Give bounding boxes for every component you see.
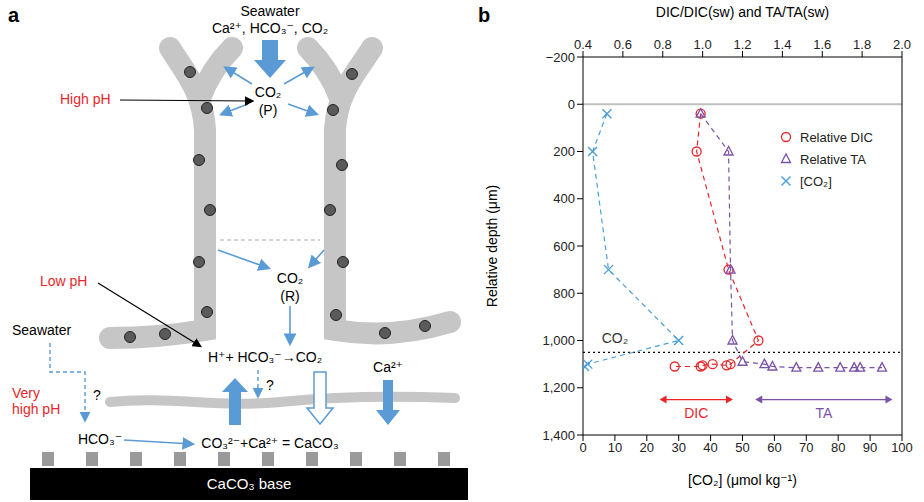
svg-text:Seawater: Seawater <box>12 322 71 338</box>
svg-text:1,400: 1,400 <box>542 428 575 443</box>
svg-text:Ca²⁺, HCO₃⁻, CO₂: Ca²⁺, HCO₃⁻, CO₂ <box>212 20 328 36</box>
svg-text:60: 60 <box>767 440 781 455</box>
svg-text:DIC: DIC <box>684 405 708 421</box>
svg-text:50: 50 <box>735 440 749 455</box>
svg-text:0: 0 <box>579 440 586 455</box>
svg-text:10: 10 <box>608 440 622 455</box>
svg-text:−200: −200 <box>546 50 575 65</box>
html-text:Relative TA: Relative TA <box>800 151 866 167</box>
svg-text:1.2: 1.2 <box>733 37 751 52</box>
svg-text:1.4: 1.4 <box>773 37 791 52</box>
svg-text:a: a <box>8 4 20 26</box>
svg-text:0.8: 0.8 <box>654 37 672 52</box>
svg-text:800: 800 <box>553 286 575 301</box>
svg-text:high pH: high pH <box>12 401 60 417</box>
svg-text:Relative depth (μm): Relative depth (μm) <box>484 185 500 307</box>
svg-text:H⁺+ HCO₃⁻→CO₂: H⁺+ HCO₃⁻→CO₂ <box>208 349 322 365</box>
svg-text:?: ? <box>93 387 101 403</box>
svg-text:CO₃²⁻+Ca²⁺ = CaCO₃: CO₃²⁻+Ca²⁺ = CaCO₃ <box>201 435 338 451</box>
svg-text:1,200: 1,200 <box>542 380 575 395</box>
svg-text:[CO₂] (μmol kg⁻¹): [CO₂] (μmol kg⁻¹) <box>688 472 797 488</box>
svg-text:CaCO₃ base: CaCO₃ base <box>207 475 291 492</box>
svg-text:400: 400 <box>553 191 575 206</box>
svg-text:40: 40 <box>703 440 717 455</box>
svg-text:20: 20 <box>640 440 654 455</box>
svg-text:?: ? <box>266 377 274 393</box>
svg-text:2.0: 2.0 <box>893 37 911 52</box>
svg-text:HCO₃⁻: HCO₃⁻ <box>78 431 122 447</box>
svg-text:(P): (P) <box>259 102 278 118</box>
svg-text:0.6: 0.6 <box>614 37 632 52</box>
svg-text:Very: Very <box>12 385 40 401</box>
svg-text:CO₂: CO₂ <box>255 84 281 100</box>
svg-text:100: 100 <box>891 440 913 455</box>
svg-text:1.6: 1.6 <box>813 37 831 52</box>
svg-text:1,000: 1,000 <box>542 333 575 348</box>
html-text:Relative DIC: Relative DIC <box>800 129 873 145</box>
svg-text:0.4: 0.4 <box>574 37 592 52</box>
svg-text:70: 70 <box>799 440 813 455</box>
svg-text:Ca²⁺: Ca²⁺ <box>373 359 403 375</box>
svg-text:90: 90 <box>863 440 877 455</box>
svg-text:CO₂: CO₂ <box>602 330 628 346</box>
svg-text:1.0: 1.0 <box>694 37 712 52</box>
svg-text:1.8: 1.8 <box>853 37 871 52</box>
svg-text:80: 80 <box>831 440 845 455</box>
svg-text:600: 600 <box>553 239 575 254</box>
svg-text:High pH: High pH <box>60 91 111 107</box>
svg-text:(R): (R) <box>280 288 299 304</box>
html-text:b: b <box>478 4 491 26</box>
svg-text:Low pH: Low pH <box>40 273 87 289</box>
svg-text:30: 30 <box>671 440 685 455</box>
svg-text:Seawater: Seawater <box>240 3 299 19</box>
svg-text:CO₂: CO₂ <box>277 270 303 286</box>
svg-text:DIC/DIC(sw) and TA/TA(sw): DIC/DIC(sw) and TA/TA(sw) <box>656 4 829 20</box>
svg-text:200: 200 <box>553 144 575 159</box>
html-text:[CO₂]: [CO₂] <box>800 173 832 189</box>
svg-text:TA: TA <box>815 405 833 421</box>
svg-text:0: 0 <box>568 97 575 112</box>
